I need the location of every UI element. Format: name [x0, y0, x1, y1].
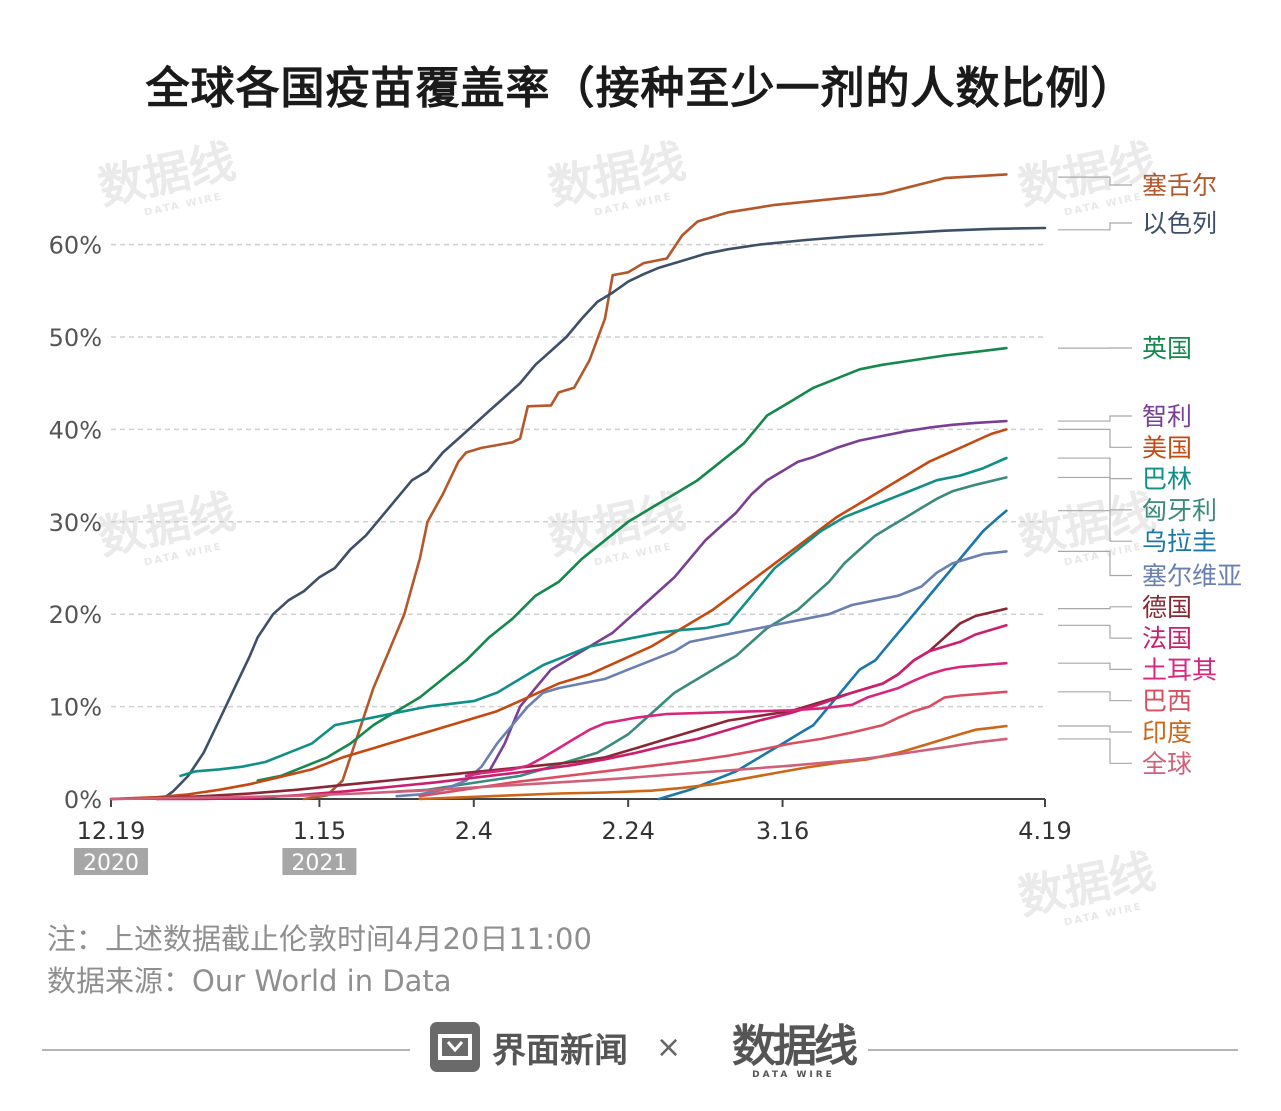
- leader-line-0: [1058, 176, 1132, 186]
- footer-brand: 界面新闻 ×: [430, 1022, 681, 1072]
- series-line-14: [109, 737, 1008, 801]
- x-tick-label: 1.15: [293, 817, 346, 845]
- legend-label-4: 美国: [1142, 433, 1192, 462]
- y-tick-label: 20%: [49, 601, 102, 629]
- leader-line-4: [1058, 428, 1132, 448]
- series-line-2: [256, 346, 1008, 782]
- series-line-0: [302, 173, 1008, 801]
- leader-line-8: [1058, 550, 1132, 577]
- x-tick-label: 4.19: [1018, 817, 1071, 845]
- series-line-5: [179, 456, 1008, 778]
- legend-label-11: 土耳其: [1142, 655, 1217, 684]
- y-tick-label: 0%: [64, 786, 102, 814]
- leader-line-13: [1058, 725, 1132, 733]
- leader-line-12: [1058, 691, 1132, 702]
- leader-line-3: [1058, 415, 1132, 422]
- partner-subtitle: DATA WIRE: [752, 1070, 835, 1080]
- footer-divider-right: [868, 1049, 1238, 1051]
- series-line-13: [418, 724, 1008, 801]
- legend-label-10: 法国: [1142, 624, 1192, 653]
- series-line-11: [464, 661, 1008, 778]
- chart-title: 全球各国疫苗覆盖率（接种至少一剂的人数比例）: [145, 63, 1136, 114]
- legend-label-13: 印度: [1142, 718, 1192, 747]
- legend-label-1: 以色列: [1142, 209, 1217, 238]
- legend-label-8: 塞尔维亚: [1142, 562, 1242, 591]
- series-line-4: [109, 428, 1008, 801]
- leader-line-10: [1058, 624, 1132, 639]
- series-line-7: [657, 509, 1008, 801]
- year-badge: [282, 848, 357, 875]
- x-tick-label: 3.16: [756, 817, 809, 845]
- leader-line-1: [1058, 222, 1132, 231]
- series-line-8: [395, 550, 1008, 798]
- brand-name: 界面新闻: [492, 1030, 628, 1071]
- legend-label-6: 匈牙利: [1142, 496, 1217, 525]
- footer-partner: 数据线 DATA WIRE: [732, 1010, 858, 1080]
- year-badge-label: 2021: [291, 851, 347, 876]
- series-line-3: [464, 419, 1008, 778]
- footer-divider-left: [42, 1049, 410, 1051]
- x-tick-label: 2.24: [601, 817, 654, 845]
- brand-times-symbol: ×: [656, 1029, 682, 1065]
- year-badge-label: 2020: [83, 851, 139, 876]
- legend-label-14: 全球: [1142, 749, 1192, 778]
- chart-note: 注：上述数据截止伦敦时间4月20日11:00: [47, 922, 592, 956]
- leader-line-11: [1058, 662, 1132, 671]
- jiemian-logo-icon: [430, 1022, 480, 1072]
- series-line-10: [156, 624, 1008, 801]
- legend-label-9: 德国: [1142, 593, 1192, 622]
- series-line-9: [109, 607, 1008, 801]
- leader-line-14: [1058, 738, 1132, 764]
- partner-name: 数据线: [732, 1021, 858, 1072]
- y-tick-label: 10%: [49, 694, 102, 722]
- leader-line-5: [1058, 457, 1132, 480]
- legend-label-2: 英国: [1142, 334, 1192, 363]
- x-tick-label: 2.4: [455, 817, 493, 845]
- y-tick-label: 60%: [49, 232, 102, 260]
- legend-label-3: 智利: [1142, 402, 1192, 431]
- series-line-1: [156, 226, 1047, 801]
- series-line-12: [418, 690, 1008, 798]
- chart-source: 数据来源：Our World in Data: [47, 964, 452, 998]
- legend-label-5: 巴林: [1142, 465, 1192, 494]
- leader-line-6: [1058, 476, 1132, 511]
- x-tick-label: 12.19: [77, 817, 146, 845]
- y-tick-label: 30%: [49, 509, 102, 537]
- y-tick-label: 50%: [49, 324, 102, 352]
- series-line-6: [395, 476, 1008, 793]
- legend-label-0: 塞舌尔: [1142, 171, 1217, 200]
- leader-line-7: [1058, 510, 1132, 542]
- legend-label-7: 乌拉圭: [1142, 527, 1217, 556]
- legend-label-12: 巴西: [1142, 687, 1192, 716]
- y-tick-label: 40%: [49, 416, 102, 444]
- year-badge: [74, 848, 148, 875]
- leader-line-9: [1058, 606, 1132, 610]
